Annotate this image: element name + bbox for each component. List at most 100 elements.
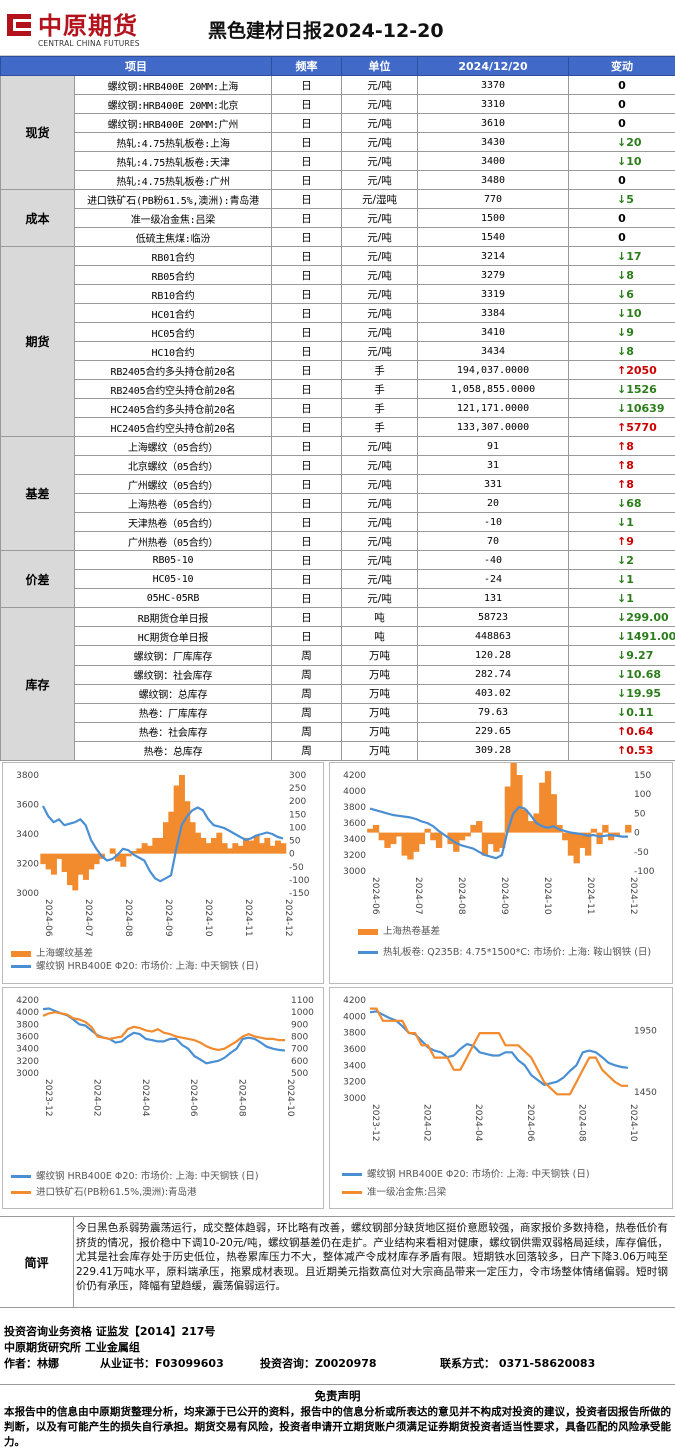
x-tick-label: 2024-02	[91, 1079, 101, 1117]
basis-bar	[173, 785, 180, 854]
value: 1,058,855.0000	[417, 379, 569, 400]
arrow-down-icon: ↓	[617, 572, 627, 586]
change-value: 0	[618, 116, 626, 130]
change-value: 299.00	[626, 610, 669, 624]
unit: 元/吨	[341, 588, 418, 609]
chart-legend: 上海热卷基差 热轧板卷: Q235B: 4.75*1500*C: 市场价: 上海…	[358, 925, 670, 959]
unit: 万吨	[341, 740, 418, 761]
legend-item-rebar: 螺纹钢 HRB400E Φ20: 市场价: 上海: 中天钢铁 (日)	[342, 1168, 672, 1181]
y-right-tick-label: 600	[291, 1057, 308, 1067]
basis-bar	[464, 832, 471, 837]
x-tick-label: 2023-12	[370, 1104, 380, 1142]
change-value: 17	[626, 249, 642, 263]
frequency: 日	[271, 360, 342, 381]
value: 70	[417, 531, 569, 552]
unit: 万吨	[341, 702, 418, 723]
y-left-tick-label: 4000	[16, 1008, 39, 1018]
unit: 元/吨	[341, 531, 418, 552]
certificate-number: 从业证书：F03099603	[100, 1357, 224, 1370]
unit: 万吨	[341, 664, 418, 685]
item-name: HC01合约	[74, 303, 272, 324]
y-right-tick-label: 0	[289, 850, 295, 860]
item-name: 准一级冶金焦:吕梁	[74, 208, 272, 229]
x-tick-label: 2024-07	[83, 899, 93, 937]
basis-bar	[407, 832, 414, 860]
logo-mark-icon	[7, 14, 31, 36]
y-right-tick-label: 0	[634, 829, 640, 839]
change-value: 0	[618, 173, 626, 187]
table-row: 价差 RB05-10 日元/吨 -40 ↓2	[0, 550, 675, 609]
basis-bar	[157, 837, 164, 854]
basis-bar	[384, 832, 391, 848]
basis-bar	[72, 853, 79, 891]
item-name: RB2405合约空头持仓前20名	[74, 379, 272, 400]
change-value: 8	[626, 268, 634, 282]
value: 403.02	[417, 683, 569, 704]
value: 79.63	[417, 702, 569, 723]
basis-bar	[216, 832, 223, 854]
basis-bar	[550, 794, 557, 833]
y-left-tick-label: 4000	[343, 787, 366, 797]
item-name: HC期货仓单日报	[74, 626, 272, 647]
frequency: 日	[271, 132, 342, 153]
basis-bar	[602, 824, 609, 833]
value: 229.65	[417, 721, 569, 742]
consulting-number: 投资咨询：Z0020978	[260, 1357, 377, 1370]
change-cell: ↓1	[568, 512, 675, 533]
frequency: 日	[271, 398, 342, 419]
change-cell: ↑9	[568, 531, 675, 552]
frequency: 日	[271, 189, 342, 210]
x-tick-label: 2024-08	[237, 1079, 247, 1117]
frequency: 日	[271, 512, 342, 533]
frequency: 周	[271, 683, 342, 704]
report-title: 黑色建材日报2024-12-20	[208, 20, 444, 42]
basis-bar	[248, 840, 255, 854]
y-left-tick-label: 3200	[16, 1057, 39, 1067]
chart-shanghai-hrc-basis: 3000 3200 3400 3600 3800 4000 4200 -100 -50 0 50 10…	[329, 762, 673, 984]
change-cell: ↓9.27	[568, 645, 675, 666]
unit: 手	[341, 398, 418, 419]
arrow-down-icon: ↓	[617, 192, 627, 206]
change-cell: ↓1526	[568, 379, 675, 400]
legend-swatch-line	[342, 1191, 362, 1194]
arrow-up-icon: ↑	[617, 725, 627, 739]
price-table: 项目 频率 单位 2024/12/20 变动 现货 螺纹钢:HRB400E 20M…	[0, 55, 675, 761]
y-left-tick-label: 3000	[343, 867, 366, 877]
basis-bar	[88, 853, 95, 870]
value: -40	[417, 550, 569, 571]
item-name: 螺纹钢：总库存	[74, 683, 272, 704]
y-left-tick-label: 3000	[16, 1069, 39, 1079]
basis-bar	[390, 832, 397, 845]
unit: 元/吨	[341, 303, 418, 324]
arrow-up-icon: ↑	[617, 420, 627, 434]
basis-bar	[499, 832, 506, 848]
unit: 吨	[341, 626, 418, 647]
basis-bar	[395, 832, 403, 837]
value: 1540	[417, 227, 569, 248]
arrow-down-icon: ↓	[617, 591, 627, 605]
change-cell: ↓10639	[568, 398, 675, 419]
change-value: 1491.00	[626, 629, 675, 643]
change-cell: ↑5770	[568, 417, 675, 438]
section-label: 成本	[0, 189, 75, 248]
change-cell: ↓6	[568, 284, 675, 305]
change-value: 5770	[626, 420, 657, 434]
change-cell: ↓1491.00	[568, 626, 675, 647]
arrow-up-icon: ↑	[617, 439, 627, 453]
basis-bar	[61, 853, 68, 873]
unit: 万吨	[341, 721, 418, 742]
section-label: 价差	[0, 550, 75, 609]
frequency: 日	[271, 170, 342, 191]
change-value: 0.11	[626, 706, 654, 720]
frequency: 日	[271, 493, 342, 514]
change-value: 0.53	[626, 744, 654, 758]
y-left-tick-label: 3000	[16, 889, 39, 899]
item-name: 螺纹钢：社会库存	[74, 664, 272, 685]
y-left-tick-label: 3600	[16, 801, 39, 811]
change-value: 9.27	[626, 648, 654, 662]
frequency: 日	[271, 341, 342, 362]
frequency: 日	[271, 113, 342, 134]
item-name: 螺纹钢:HRB400E 20MM:上海	[74, 75, 272, 96]
basis-bar	[115, 853, 121, 862]
basis-bar	[189, 822, 196, 854]
